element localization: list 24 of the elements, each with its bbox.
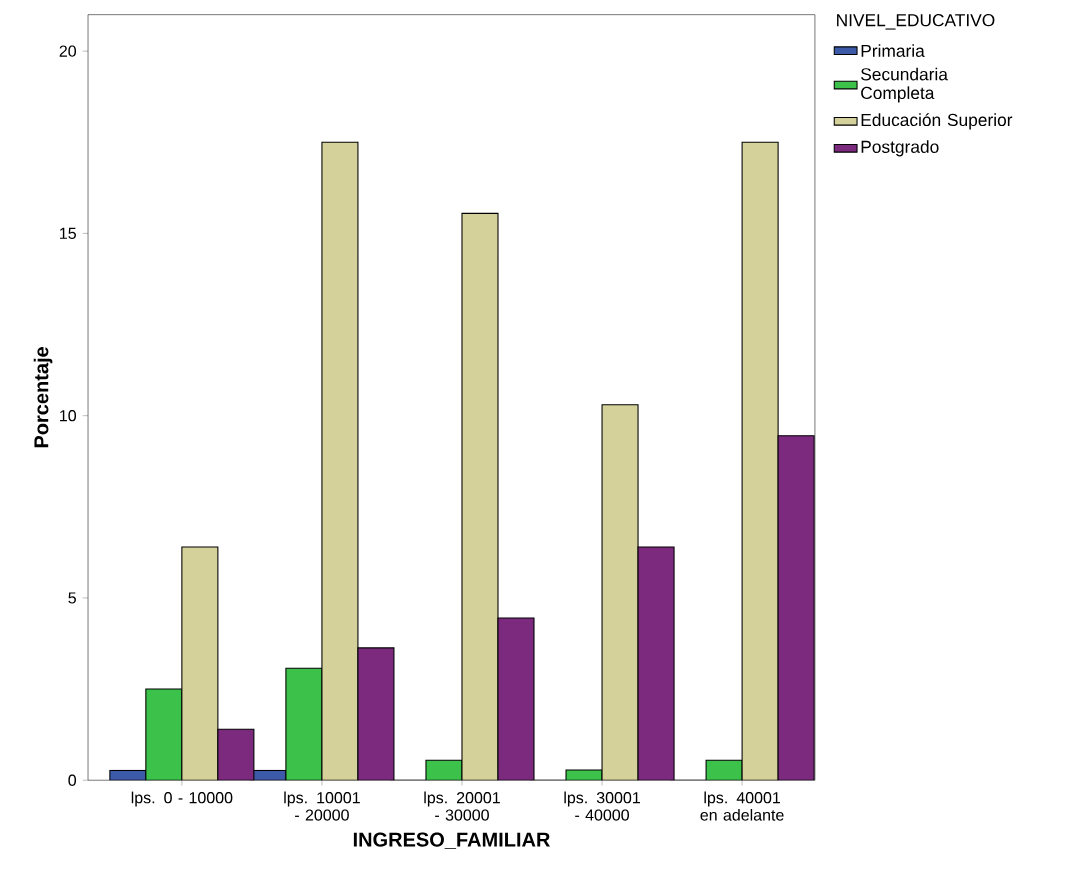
- x-tick-label: lps. 20001 - 30000: [424, 791, 500, 821]
- bar: [321, 142, 358, 781]
- y-tick-label: 0: [68, 774, 77, 787]
- y-tick-label: 15: [60, 228, 76, 240]
- bar: [602, 404, 639, 781]
- legend-title: NIVEL_EDUCATIVO: [837, 14, 995, 30]
- bar: [181, 547, 218, 781]
- x-tick-label: lps. 0 - 10000: [131, 791, 233, 807]
- bar: [145, 689, 182, 781]
- bar: [741, 141, 779, 781]
- legend-label: Educación Superior: [861, 113, 1013, 130]
- x-tick-label: lps. 40001 en adelante: [700, 791, 784, 821]
- legend-label: Secundaria Completa: [861, 67, 948, 103]
- y-axis-title: Porcentaje: [33, 347, 53, 448]
- bar: [461, 213, 498, 781]
- bar: [285, 668, 322, 781]
- legend-label: Primaria: [861, 44, 925, 58]
- x-tick-label: lps. 30001 - 40000: [564, 791, 640, 821]
- y-tick-label: 10: [60, 410, 77, 422]
- x-tick-label: lps. 10001 - 20000: [284, 791, 360, 821]
- y-tick-label: 20: [59, 45, 77, 57]
- x-axis-title: INGRESO_FAMILIAR: [353, 832, 550, 850]
- y-tick-label: 5: [68, 592, 76, 604]
- legend-label: Postgrado: [861, 140, 939, 157]
